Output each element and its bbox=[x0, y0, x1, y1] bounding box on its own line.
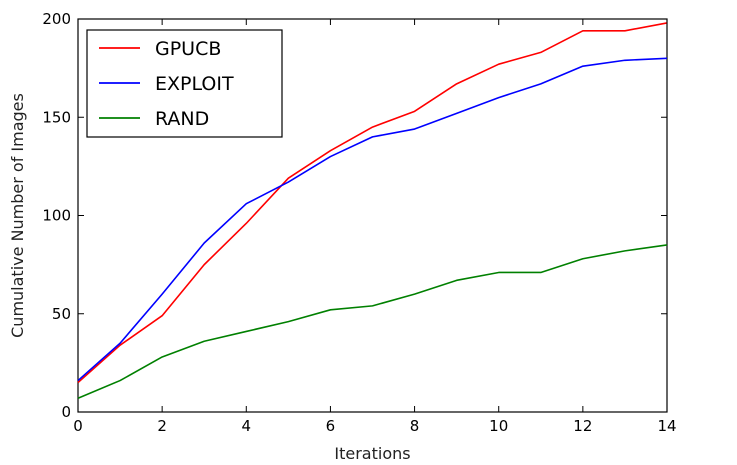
x-tick-label: 4 bbox=[242, 417, 252, 435]
x-axis-label: Iterations bbox=[334, 444, 410, 463]
y-tick-label: 200 bbox=[42, 10, 71, 28]
legend-label-gpucb: GPUCB bbox=[155, 38, 221, 60]
series-line-rand bbox=[77, 244, 668, 399]
y-axis-label: Cumulative Number of Images bbox=[8, 93, 27, 338]
y-tick-label: 50 bbox=[52, 305, 71, 323]
series-line-gpucb bbox=[77, 22, 668, 384]
x-tick-label: 2 bbox=[157, 417, 167, 435]
x-tick-label: 6 bbox=[326, 417, 336, 435]
series-line-exploit bbox=[77, 57, 668, 382]
y-tick-label: 100 bbox=[42, 207, 71, 225]
legend-label-rand: RAND bbox=[155, 108, 209, 130]
legend-label-exploit: EXPLOIT bbox=[155, 73, 234, 95]
x-tick-label: 14 bbox=[657, 417, 676, 435]
x-tick-label: 0 bbox=[73, 417, 83, 435]
x-tick-label: 12 bbox=[573, 417, 592, 435]
ticks-layer: 0 2 4 6 8 10 12 14 0 50 100 150 200 bbox=[42, 10, 676, 435]
y-tick-label: 150 bbox=[42, 108, 71, 126]
x-tick-label: 10 bbox=[489, 417, 508, 435]
legend: GPUCB EXPLOIT RAND bbox=[86, 29, 283, 138]
series-layer bbox=[77, 22, 668, 399]
x-tick-label: 8 bbox=[410, 417, 420, 435]
y-tick-label: 0 bbox=[61, 403, 71, 421]
